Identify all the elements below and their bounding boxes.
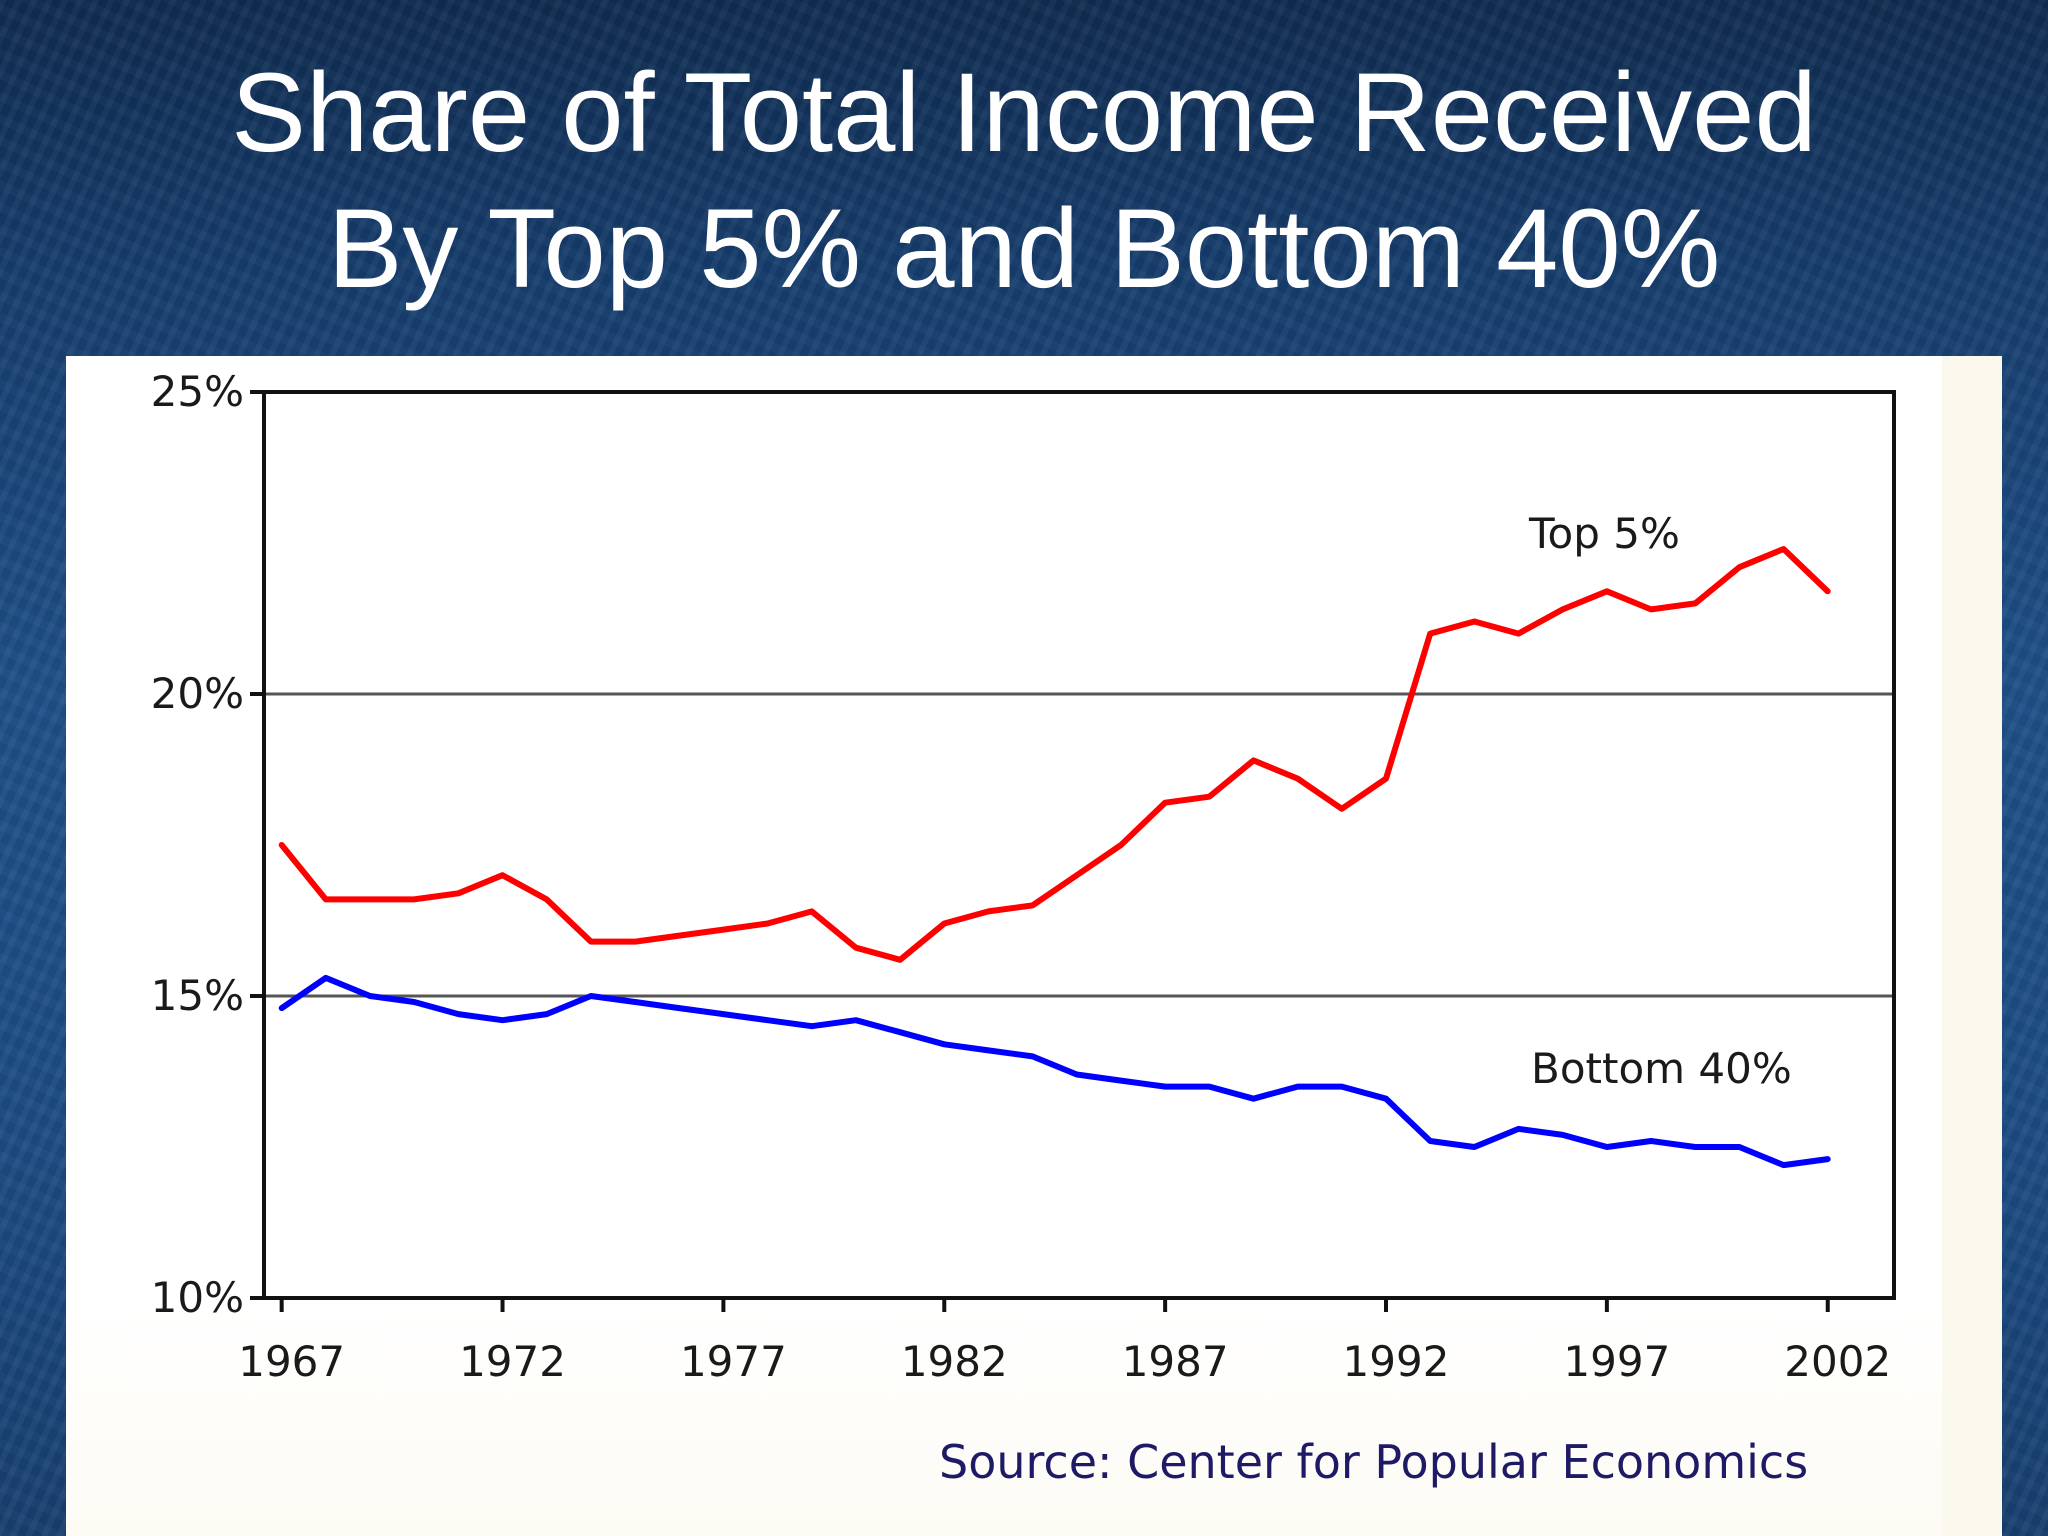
x-tick-label: 1997 (1563, 1337, 1670, 1386)
slide-title-line-1: Share of Total Income Received (231, 50, 1817, 175)
y-tick-label: 10% (151, 1273, 244, 1322)
y-tick-label: 20% (151, 669, 244, 718)
x-tick-label: 1977 (680, 1337, 787, 1386)
x-tick-label: 1982 (901, 1337, 1008, 1386)
axes (250, 390, 1896, 1312)
plot-frame (262, 390, 1896, 1300)
slide-title-line-2: By Top 5% and Bottom 40% (327, 186, 1721, 311)
x-tick-label: 1987 (1122, 1337, 1229, 1386)
x-tick-label: 1972 (459, 1337, 566, 1386)
series-label-top-5: Top 5% (1528, 509, 1680, 558)
x-tick-label: 2002 (1784, 1337, 1891, 1386)
source-note: Source: Center for Popular Economics (939, 1435, 1808, 1489)
line-chart: 10% 15% 20% 25% 1967 1972 1977 1982 1987 1992 1997… (151, 367, 1896, 1489)
chart-panel-edge (1942, 356, 2002, 1536)
chart-panel (66, 356, 2002, 1536)
series-lines (278, 546, 1831, 1169)
series-line-top-5 (278, 546, 1831, 963)
x-tick-label: 1992 (1343, 1337, 1450, 1386)
tick-labels: 10% 15% 20% 25% 1967 1972 1977 1982 1987 1992 1997… (151, 367, 1892, 1386)
series-label-bottom-40: Bottom 40% (1531, 1044, 1792, 1093)
grid-lines (264, 692, 1894, 998)
slide-title: Share of Total Income Received By Top 5%… (0, 45, 2048, 317)
y-tick-label: 25% (151, 367, 244, 416)
y-tick-label: 15% (151, 971, 244, 1020)
series-line-bottom-40 (278, 974, 1831, 1169)
x-tick-label: 1967 (238, 1337, 345, 1386)
